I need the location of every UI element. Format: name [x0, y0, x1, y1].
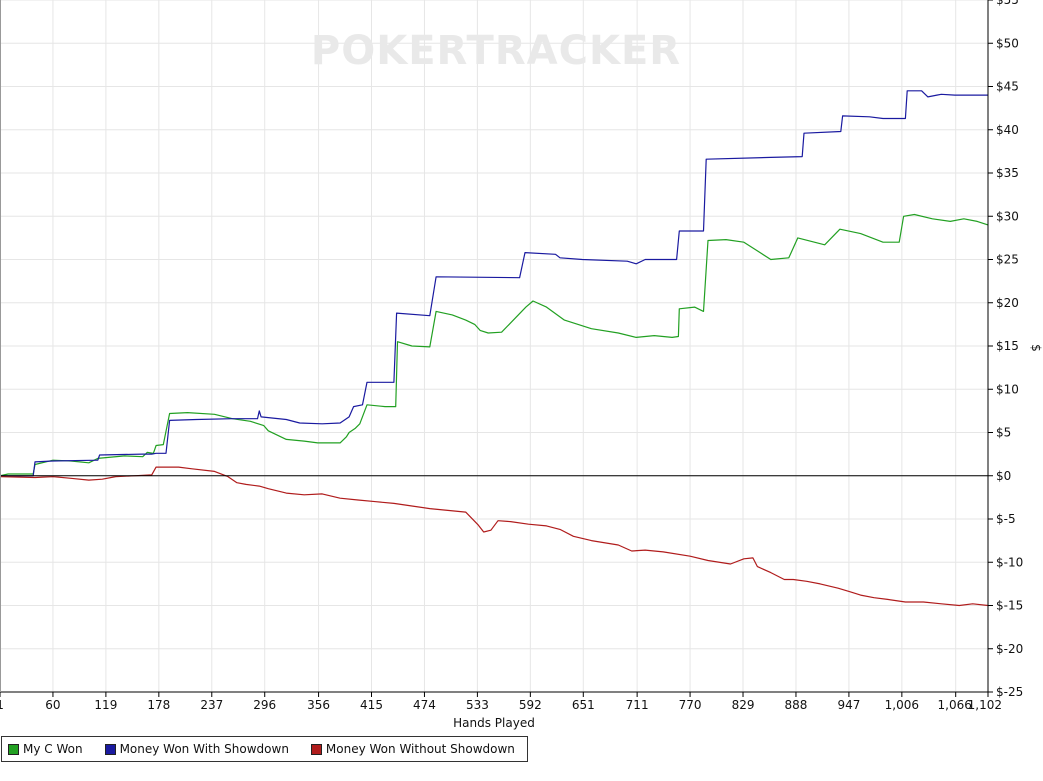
y-tick-label: $10: [996, 382, 1019, 396]
pokertracker-watermark: POKERTRACKER: [311, 28, 681, 74]
legend-swatch-red: [310, 743, 322, 755]
x-tick-label: 474: [413, 698, 436, 712]
x-tick-label: 237: [200, 698, 223, 712]
y-axis-ticks: $-25 $-20 $-15 $-10 $-5 $0 $5 $10 $15 $20 $25 $30 $3…: [988, 0, 1023, 699]
y-tick-label: $5: [996, 426, 1011, 440]
legend-swatch-blue: [104, 743, 116, 755]
x-axis-title: Hands Played: [453, 716, 535, 730]
profit-line-chart: POKERTRACKER 1 60 119 178 237 296 356 415 474 533…: [0, 0, 1043, 730]
chart-axes: [0, 0, 989, 693]
y-tick-label: $35: [996, 166, 1019, 180]
x-tick-label: 651: [572, 698, 595, 712]
y-tick-label: $25: [996, 253, 1019, 267]
x-tick-label: 533: [466, 698, 489, 712]
y-tick-label: $50: [996, 36, 1019, 50]
x-tick-label: 356: [307, 698, 330, 712]
y-tick-label: $-15: [996, 599, 1023, 613]
legend-label: My C Won: [23, 742, 83, 756]
x-tick-label: 829: [732, 698, 755, 712]
x-axis-ticks: 1 60 119 178 237 296 356 415 474 533 592 651 711 770 8…: [0, 692, 1002, 712]
y-tick-label: $0: [996, 469, 1011, 483]
y-axis-title: $: [1029, 344, 1043, 352]
x-tick-label: 1: [0, 698, 4, 712]
legend-swatch-green: [8, 743, 19, 755]
y-tick-label: $-20: [996, 642, 1023, 656]
x-tick-label: 415: [360, 698, 383, 712]
x-tick-label: 1,006: [885, 698, 919, 712]
y-tick-label: $-5: [996, 512, 1016, 526]
y-tick-label: $40: [996, 123, 1019, 137]
y-tick-label: $45: [996, 80, 1019, 94]
y-tick-label: $55: [996, 0, 1019, 7]
chart-legend: My C Won Money Won With Showdown Money W…: [1, 736, 528, 762]
x-tick-label: 770: [679, 698, 702, 712]
y-tick-label: $-10: [996, 555, 1023, 569]
y-tick-label: $-25: [996, 685, 1023, 699]
x-tick-label: 1,066: [938, 698, 972, 712]
x-tick-label: 888: [785, 698, 808, 712]
x-tick-label: 178: [147, 698, 170, 712]
y-tick-label: $15: [996, 339, 1019, 353]
legend-item-money-won-without-showdown[interactable]: Money Won Without Showdown: [310, 742, 515, 756]
x-tick-label: 296: [253, 698, 276, 712]
series-layer: [0, 90, 989, 607]
x-tick-label: 1,102: [968, 698, 1002, 712]
series-line-1: [0, 90, 988, 477]
x-tick-label: 592: [519, 698, 542, 712]
series-line-0: [0, 213, 989, 477]
y-tick-label: $30: [996, 209, 1019, 223]
legend-item-money-won-with-showdown[interactable]: Money Won With Showdown: [104, 742, 289, 756]
x-tick-label: 947: [837, 698, 860, 712]
y-tick-label: $20: [996, 296, 1019, 310]
legend-item-my-c-won[interactable]: My C Won: [8, 742, 83, 756]
legend-label: Money Won Without Showdown: [325, 742, 515, 756]
legend-label: Money Won With Showdown: [119, 742, 289, 756]
x-tick-label: 119: [94, 698, 117, 712]
series-line-2: [0, 466, 989, 607]
x-tick-label: 711: [626, 698, 649, 712]
x-tick-label: 60: [45, 698, 60, 712]
